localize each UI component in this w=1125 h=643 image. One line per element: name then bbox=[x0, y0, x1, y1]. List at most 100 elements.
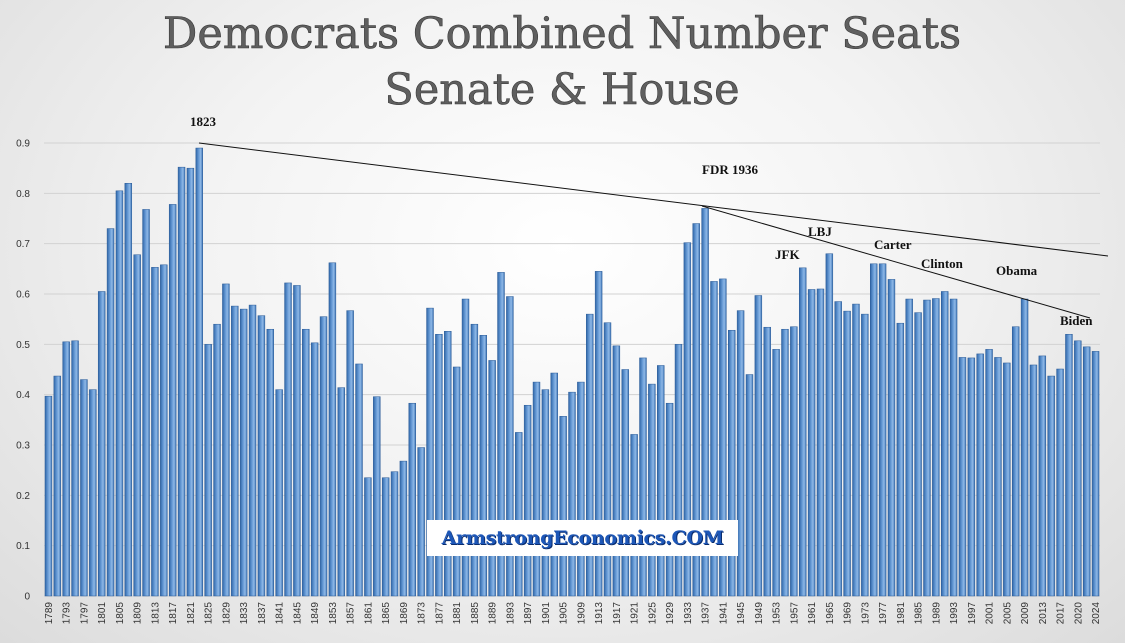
bar-1829 bbox=[222, 283, 230, 597]
x-tick-label: 1821 bbox=[186, 602, 197, 625]
x-tick-label: 1953 bbox=[772, 602, 783, 625]
bar-1857 bbox=[346, 310, 354, 597]
x-tick-label: 1865 bbox=[381, 602, 392, 625]
bar-1889 bbox=[488, 360, 496, 597]
x-tick-label: 1965 bbox=[825, 602, 836, 625]
bar-1835 bbox=[248, 304, 257, 597]
x-tick-label: 1829 bbox=[221, 602, 232, 625]
bar-1875 bbox=[426, 307, 434, 597]
trendline-1823 bbox=[198, 142, 1109, 257]
x-tick-label: 1813 bbox=[150, 602, 161, 625]
bar-1985 bbox=[914, 312, 922, 597]
bar-1957 bbox=[790, 326, 798, 597]
x-tick-label: 1977 bbox=[878, 602, 889, 625]
bar-1817 bbox=[168, 204, 177, 597]
x-tick-label: 1973 bbox=[860, 602, 871, 625]
x-tick-label: 1921 bbox=[630, 602, 641, 625]
bar-2007 bbox=[1011, 326, 1020, 597]
bar-1939 bbox=[710, 281, 718, 597]
annotation-carter: Carter bbox=[874, 237, 912, 252]
bar-1809 bbox=[133, 254, 141, 597]
bar-1789 bbox=[44, 395, 53, 597]
y-tick-label: 0.9 bbox=[16, 139, 30, 150]
bar-2003 bbox=[994, 357, 1002, 597]
bar-1961 bbox=[807, 289, 816, 597]
bar-1921 bbox=[630, 434, 638, 597]
bar-2005 bbox=[1003, 362, 1011, 597]
bar-1825 bbox=[204, 344, 212, 597]
bar-1859 bbox=[355, 363, 363, 597]
bar-2020 bbox=[1074, 340, 1082, 597]
x-tick-label: 1853 bbox=[328, 602, 339, 625]
bar-1811 bbox=[142, 209, 150, 597]
y-tick-label: 0 bbox=[24, 592, 30, 603]
bar-1917 bbox=[612, 345, 621, 597]
chart-subtitle: Senate & House bbox=[384, 65, 739, 115]
bar-1901 bbox=[541, 389, 550, 597]
bar-1803 bbox=[106, 228, 115, 597]
bar-1975 bbox=[870, 263, 878, 597]
bar-1997 bbox=[967, 357, 976, 597]
annotation-lbj: LBJ bbox=[808, 224, 832, 239]
bar-1959 bbox=[799, 267, 807, 597]
watermark-banner: ArmstrongEconomics.COM bbox=[427, 520, 738, 556]
bar-2024 bbox=[1091, 351, 1100, 597]
annotation-jfk: JFK bbox=[775, 247, 800, 262]
bar-1881 bbox=[452, 366, 461, 597]
bar-1919 bbox=[621, 369, 629, 597]
bar-1797 bbox=[80, 379, 88, 597]
annotation-1823: 1823 bbox=[190, 114, 217, 129]
bar-1819 bbox=[177, 166, 186, 597]
bar-1943 bbox=[728, 329, 736, 597]
x-tick-label: 1801 bbox=[97, 602, 108, 625]
bar-1849 bbox=[310, 342, 319, 597]
x-tick-label: 1885 bbox=[470, 602, 481, 625]
bar-1805 bbox=[115, 190, 124, 597]
y-tick-label: 0.6 bbox=[16, 290, 30, 301]
bar-1907 bbox=[568, 391, 576, 597]
x-tick-label: 1937 bbox=[701, 602, 712, 625]
x-tick-label: 1913 bbox=[594, 602, 605, 625]
bar-1855 bbox=[337, 387, 345, 597]
x-tick-label: 1881 bbox=[452, 602, 463, 625]
bar-1861 bbox=[364, 477, 372, 597]
bar-1931 bbox=[674, 344, 683, 597]
bar-1983 bbox=[905, 298, 913, 597]
x-tick-label: 1917 bbox=[612, 602, 623, 625]
x-tick-label: 1869 bbox=[399, 602, 410, 625]
bar-1837 bbox=[257, 315, 266, 597]
x-tick-label: 1893 bbox=[505, 602, 516, 625]
x-tick-label: 2009 bbox=[1020, 602, 1031, 625]
x-tick-label: 1929 bbox=[665, 602, 676, 625]
bar-1995 bbox=[958, 357, 967, 597]
bar-1867 bbox=[390, 471, 399, 597]
x-tick-label: 1861 bbox=[363, 602, 374, 625]
x-tick-label: 1909 bbox=[576, 602, 587, 625]
bar-1963 bbox=[816, 288, 825, 597]
x-tick-label: 1985 bbox=[914, 602, 925, 625]
x-tick-label: 2017 bbox=[1056, 602, 1067, 625]
x-tick-label: 1841 bbox=[275, 602, 286, 625]
bar-1903 bbox=[550, 372, 558, 597]
x-tick-label: 1889 bbox=[488, 602, 499, 625]
y-tick-label: 0.8 bbox=[16, 189, 30, 200]
x-tick-label: 1817 bbox=[168, 602, 179, 625]
bar-1845 bbox=[293, 285, 301, 597]
bar-1841 bbox=[275, 389, 283, 597]
bar-1945 bbox=[736, 310, 745, 597]
bar-2013 bbox=[1038, 355, 1047, 597]
bar-1905 bbox=[559, 416, 567, 597]
x-tick-label: 1825 bbox=[204, 602, 215, 625]
bar-1801 bbox=[97, 291, 106, 597]
bar-1879 bbox=[444, 331, 452, 597]
x-tick-label: 1805 bbox=[115, 602, 126, 625]
bar-2015 bbox=[1047, 375, 1055, 597]
bar-1915 bbox=[603, 322, 612, 597]
bar-1981 bbox=[896, 322, 905, 597]
bar-1925 bbox=[648, 383, 656, 597]
x-tick-label: 1925 bbox=[647, 602, 658, 625]
bar-1899 bbox=[532, 381, 541, 597]
x-tick-label: 2013 bbox=[1038, 602, 1049, 625]
x-tick-label: 1901 bbox=[541, 602, 552, 625]
x-tick-label: 1949 bbox=[754, 602, 765, 625]
